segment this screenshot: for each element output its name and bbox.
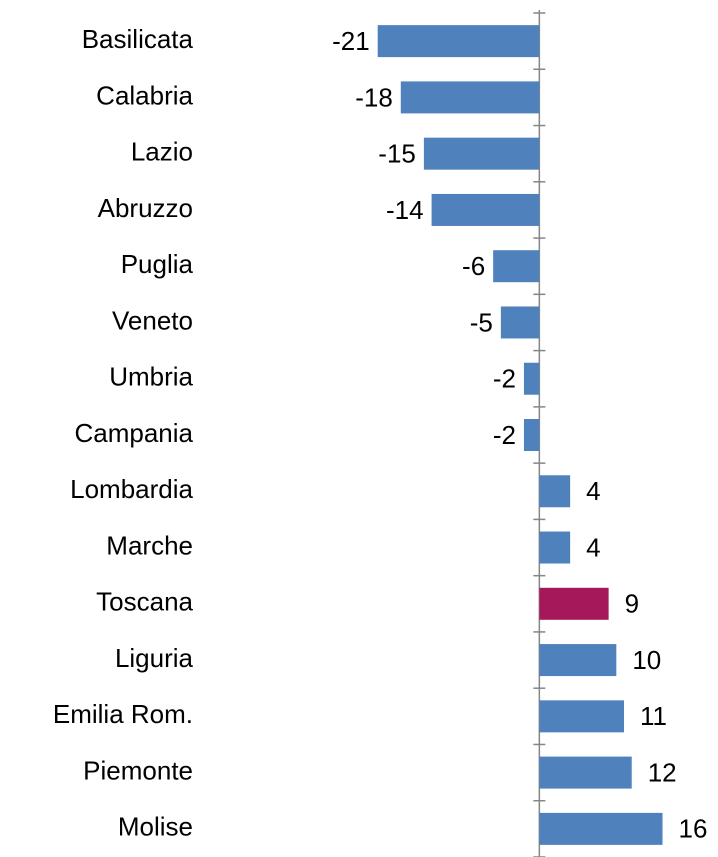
data-label: 4: [586, 532, 600, 562]
data-label: -15: [378, 139, 416, 169]
data-label: -2: [493, 420, 516, 450]
y-tick-label: Liguria: [115, 643, 194, 673]
y-tick-label: Abruzzo: [98, 193, 193, 223]
data-label: -14: [386, 195, 424, 225]
data-label: -6: [462, 251, 485, 281]
y-tick-label: Toscana: [96, 587, 193, 617]
y-tick-label: Calabria: [96, 80, 193, 110]
data-label: 12: [648, 757, 677, 787]
bar: [400, 81, 540, 114]
y-tick-label: Lazio: [131, 137, 193, 167]
bar: [500, 306, 540, 339]
bar: [493, 250, 540, 283]
bar: [539, 700, 625, 733]
y-tick-label: Lombardia: [70, 474, 193, 504]
bar: [539, 475, 571, 508]
data-label: -21: [332, 26, 370, 56]
bar: [431, 193, 540, 226]
y-tick-label: Marche: [106, 530, 193, 560]
bar: [539, 531, 571, 564]
data-label: 4: [586, 476, 600, 506]
bar: [539, 644, 617, 677]
data-label: -2: [493, 364, 516, 394]
bar: [423, 137, 540, 170]
bar: [523, 362, 540, 395]
y-tick-label: Piemonte: [83, 755, 193, 785]
data-label: -18: [355, 82, 393, 112]
bar: [539, 812, 663, 845]
y-tick-label: Campania: [74, 418, 193, 448]
bar: [523, 419, 540, 451]
y-tick-label: Puglia: [121, 249, 194, 279]
data-label: 10: [632, 645, 661, 675]
y-tick-label: Basilicata: [82, 24, 194, 54]
y-tick-label: Emilia Rom.: [53, 699, 193, 729]
y-tick-label: Molise: [118, 812, 193, 842]
data-label: 9: [625, 589, 639, 619]
y-tick-label: Veneto: [112, 305, 193, 335]
bar: [539, 756, 632, 789]
data-label: -5: [470, 307, 493, 337]
y-tick-label: Umbria: [109, 362, 193, 392]
data-label: 11: [640, 701, 667, 731]
bar: [539, 587, 609, 620]
bar: [377, 25, 540, 58]
data-label: 16: [679, 814, 708, 844]
